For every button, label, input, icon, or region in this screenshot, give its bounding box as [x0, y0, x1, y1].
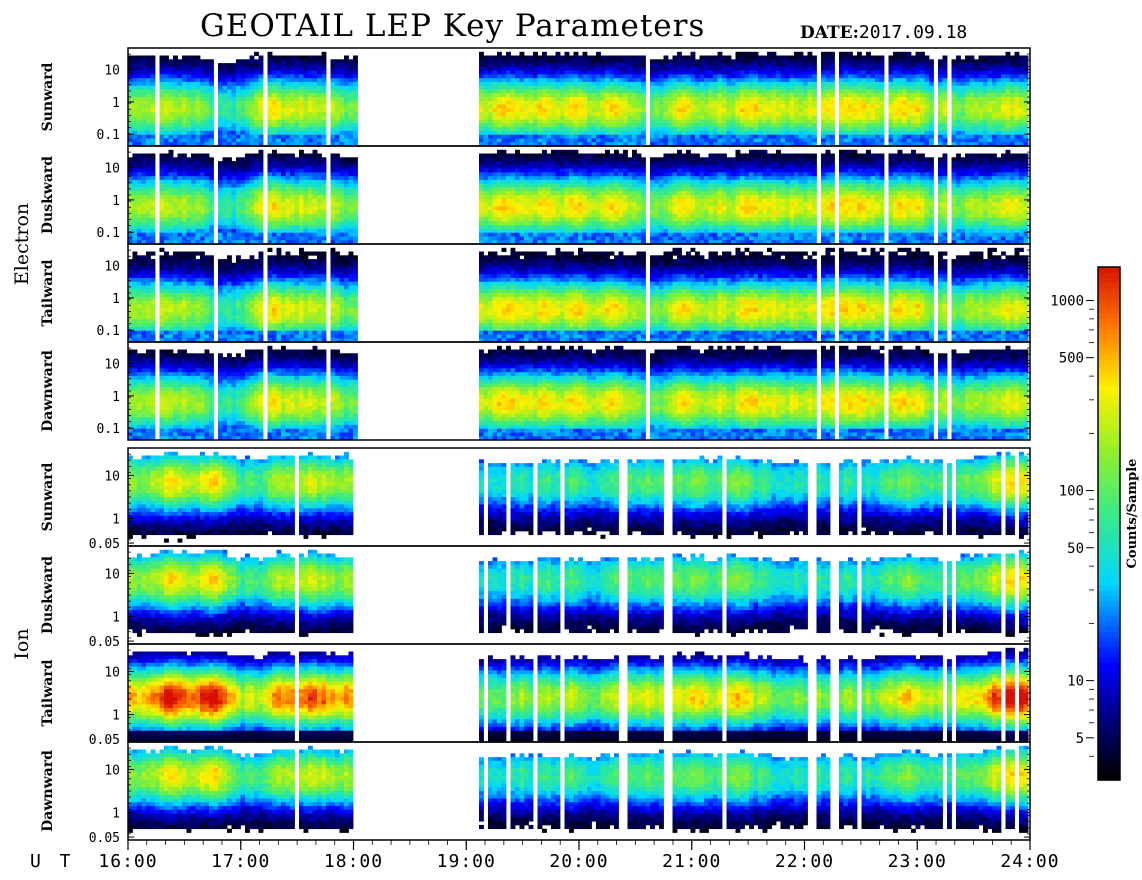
x-axis-label: U T	[30, 851, 75, 872]
panel-direction-label: Duskward	[40, 556, 56, 634]
y-tick-label: 10	[104, 567, 120, 582]
y-tick-label: 10	[104, 763, 120, 778]
colorbar-frame	[1097, 266, 1121, 781]
x-tick-label: 19:00	[437, 851, 496, 872]
x-tick-label: 16:00	[98, 851, 157, 872]
colorbar-tick-label: 100	[1059, 484, 1084, 500]
panel-direction-label: Sunward	[40, 62, 56, 131]
spectrogram-cells	[128, 745, 1029, 833]
panel-electron-dawnward: 10 1 0.1 Dawnward	[40, 341, 1031, 441]
y-tick-label: 10	[104, 665, 120, 680]
panel-direction-label: Duskward	[40, 156, 56, 234]
panel-ion-sunward: 10 1 0.05 Sunward	[40, 447, 1031, 552]
x-tick-label: 24:00	[1000, 851, 1059, 872]
panel-direction-label: Dawnward	[40, 750, 56, 832]
y-tick-label: 0.1	[97, 422, 120, 437]
y-tick-label: 0.05	[89, 537, 120, 552]
y-tick-label: 10	[104, 469, 120, 484]
spectrogram-cells	[128, 647, 1029, 742]
spectrogram-cells	[128, 51, 1029, 146]
species-label: Electron	[11, 203, 33, 285]
date-readout: DATE:2017.09.18	[800, 22, 967, 43]
y-tick-label: 1	[112, 292, 120, 307]
y-tick-label: 10	[104, 64, 120, 79]
colorbar-tick-label: 5	[1076, 731, 1084, 747]
panel-ion-tailward: 10 1 0.05 Tailward	[40, 643, 1031, 748]
spectrogram-cells	[128, 149, 1029, 244]
date-label: DATE:	[800, 23, 859, 43]
colorbar-label: Counts/Sample	[1125, 459, 1140, 569]
y-tick-label: 10	[104, 260, 120, 275]
x-tick-label: 22:00	[775, 851, 834, 872]
panel-ion-duskward: 10 1 0.05 Duskward	[40, 545, 1031, 650]
panel-direction-label: Dawnward	[40, 350, 56, 432]
y-tick-label: 0.1	[97, 128, 120, 143]
y-tick-label: 1	[112, 390, 120, 405]
y-tick-label: 1	[112, 807, 120, 822]
y-tick-label: 1	[112, 96, 120, 111]
y-tick-label: 0.05	[89, 635, 120, 650]
spectrogram-cells	[128, 345, 1029, 440]
x-tick-label: 20:00	[549, 851, 608, 872]
y-tick-label: 1	[112, 194, 120, 209]
y-tick-label: 0.1	[97, 324, 120, 339]
species-label: Ion	[11, 628, 33, 659]
panel-direction-label: Sunward	[40, 462, 56, 531]
spectrogram-cells	[128, 451, 1029, 543]
spectrogram-cells	[128, 247, 1029, 342]
panel-direction-label: Tailward	[40, 659, 56, 726]
panel-electron-duskward: 10 1 0.1 Duskward	[40, 145, 1031, 245]
panel-electron-tailward: 10 1 0.1 Tailward	[40, 243, 1031, 343]
panel-direction-label: Tailward	[40, 259, 56, 326]
y-tick-label: 1	[112, 709, 120, 724]
x-tick-label: 23:00	[888, 851, 947, 872]
species-group-electron: 10 1 0.1 Sunward 10 1 0.1 Duskward 10 1 0.1 Tailwar…	[11, 47, 1031, 441]
panel-electron-sunward: 10 1 0.1 Sunward	[40, 47, 1031, 147]
y-tick-label: 0.1	[97, 226, 120, 241]
colorbar-tick-label: 500	[1059, 351, 1084, 367]
panel-ion-dawnward: 10 1 0.05 Dawnward	[40, 741, 1031, 846]
y-tick-label: 0.05	[89, 733, 120, 748]
x-tick-label: 21:00	[662, 851, 721, 872]
y-tick-label: 10	[104, 162, 120, 177]
colorbar-tick-label: 1000	[1050, 293, 1084, 309]
figure-title: GEOTAIL LEP Key Parameters	[200, 8, 705, 44]
colorbar-tick-label: 10	[1067, 674, 1084, 690]
y-tick-label: 10	[104, 358, 120, 373]
y-tick-label: 1	[112, 611, 120, 626]
colorbar: 1000 500 100 50 10 5 Counts/Sample	[1050, 266, 1140, 781]
y-tick-label: 0.05	[89, 831, 120, 846]
colorbar-tick-label: 50	[1067, 541, 1084, 557]
date-value: 2017.09.18	[859, 22, 967, 43]
species-group-ion: 10 1 0.05 Sunward 10 1 0.05 Duskward 10 1 0.05 Tail…	[11, 447, 1031, 846]
spectrogram-cells	[128, 549, 1029, 637]
x-tick-label: 17:00	[211, 851, 270, 872]
x-tick-label: 18:00	[324, 851, 383, 872]
y-tick-label: 1	[112, 513, 120, 528]
x-axis: 16:00 17:00 18:00 19:00 20:00 21:00 22:00 23:00…	[30, 840, 1059, 872]
